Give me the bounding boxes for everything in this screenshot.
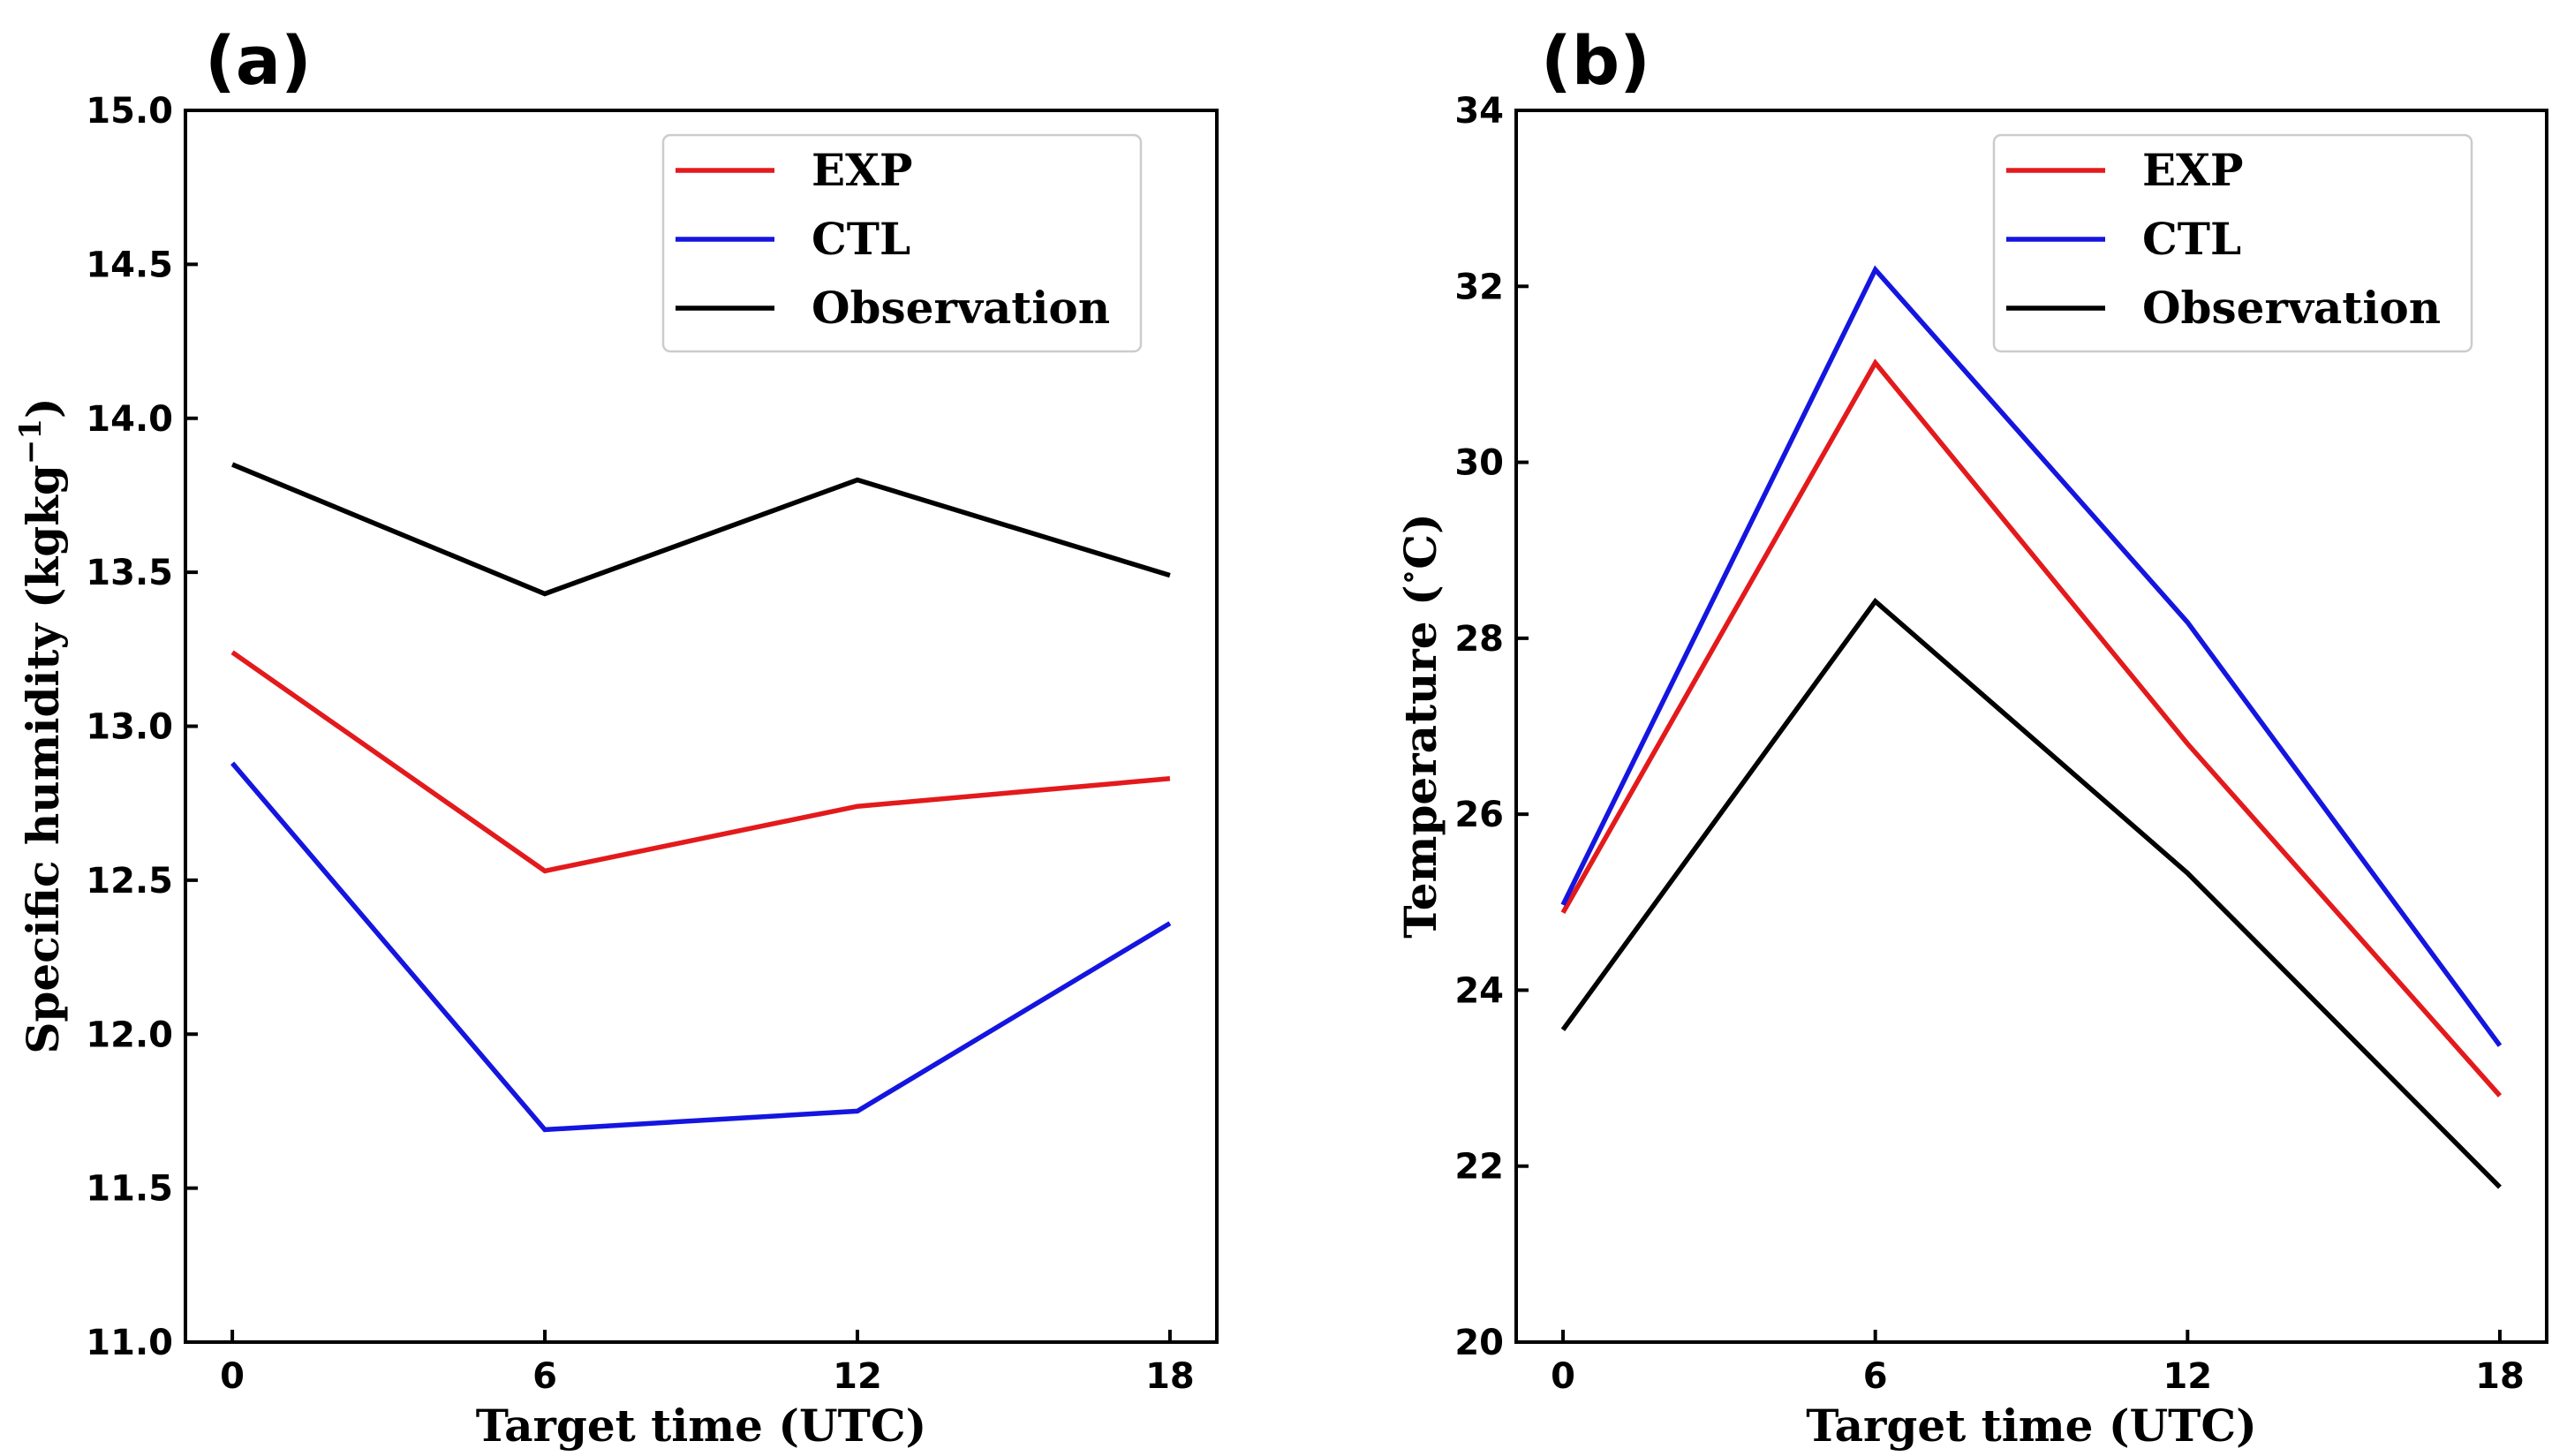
series-line-exp [1560, 358, 2503, 1098]
legend: EXP CTL Observation [1992, 133, 2473, 353]
y-tick-label: 20 [1454, 1323, 1504, 1363]
x-tick-label: 0 [220, 1356, 245, 1397]
y-tick-label: 15.0 [86, 91, 173, 132]
legend-label-observation: Observation [812, 282, 1110, 334]
x-tick-label: 0 [1551, 1356, 1575, 1397]
y-tick-label: 34 [1454, 91, 1504, 132]
series-line-ctl [1560, 265, 2503, 1047]
y-tick-label: 28 [1454, 619, 1504, 660]
chart-panel-0: (a) 11.0 11.5 12.0 12.5 13.0 13.5 14.0 14.5 15.0 0… [13, 21, 1219, 1452]
y-tick-label: 12.5 [86, 861, 173, 902]
series-line-exp [230, 650, 1171, 874]
legend: EXP CTL Observation [661, 133, 1143, 353]
series-line-observation [1560, 597, 2502, 1189]
legend-box [661, 133, 1143, 353]
panel-label: (b) [1541, 21, 1650, 100]
y-tick-label: 26 [1454, 795, 1504, 835]
y-tick-label: 24 [1454, 970, 1504, 1011]
panel-label: (a) [205, 21, 312, 100]
x-axis-label: Target time (UTC) [1806, 1399, 2257, 1452]
plot-frame [1514, 109, 2548, 1344]
y-tick-label: 13.0 [86, 707, 173, 748]
legend-box [1992, 133, 2473, 353]
legend-label-exp: EXP [2142, 144, 2244, 196]
series-line-observation [231, 462, 1171, 597]
y-tick-label: 22 [1454, 1147, 1504, 1188]
y-tick-label: 13.5 [86, 553, 173, 593]
y-tick-label: 14.5 [86, 245, 173, 285]
legend-label-ctl: CTL [812, 213, 910, 265]
y-tick-label: 14.0 [86, 399, 173, 440]
x-tick-label: 18 [2475, 1356, 2525, 1397]
series-line-ctl [230, 761, 1172, 1133]
y-tick-label: 30 [1454, 443, 1504, 484]
y-tick-label: 12.0 [86, 1015, 173, 1055]
y-tick-label: 11.0 [86, 1323, 173, 1363]
x-tick-label: 6 [1863, 1356, 1888, 1397]
x-tick-label: 12 [833, 1356, 882, 1397]
x-tick-label: 12 [2163, 1356, 2212, 1397]
x-tick-label: 18 [1145, 1356, 1195, 1397]
y-axis-label: Temperature (∘C) [1391, 513, 1446, 938]
x-tick-label: 6 [532, 1356, 557, 1397]
legend-label-exp: EXP [812, 144, 913, 196]
legend-label-observation: Observation [2142, 282, 2441, 334]
y-tick-label: 32 [1454, 267, 1504, 307]
y-tick-label: 11.5 [86, 1169, 173, 1210]
x-axis-label: Target time (UTC) [476, 1399, 927, 1452]
legend-label-ctl: CTL [2142, 213, 2241, 265]
y-axis-label: Specific humidity (kgkg−1) [13, 397, 69, 1053]
chart-panel-1: (b) 20 22 24 26 28 30 32 34 0 6 12 18 Target time (UT… [1391, 21, 2548, 1452]
